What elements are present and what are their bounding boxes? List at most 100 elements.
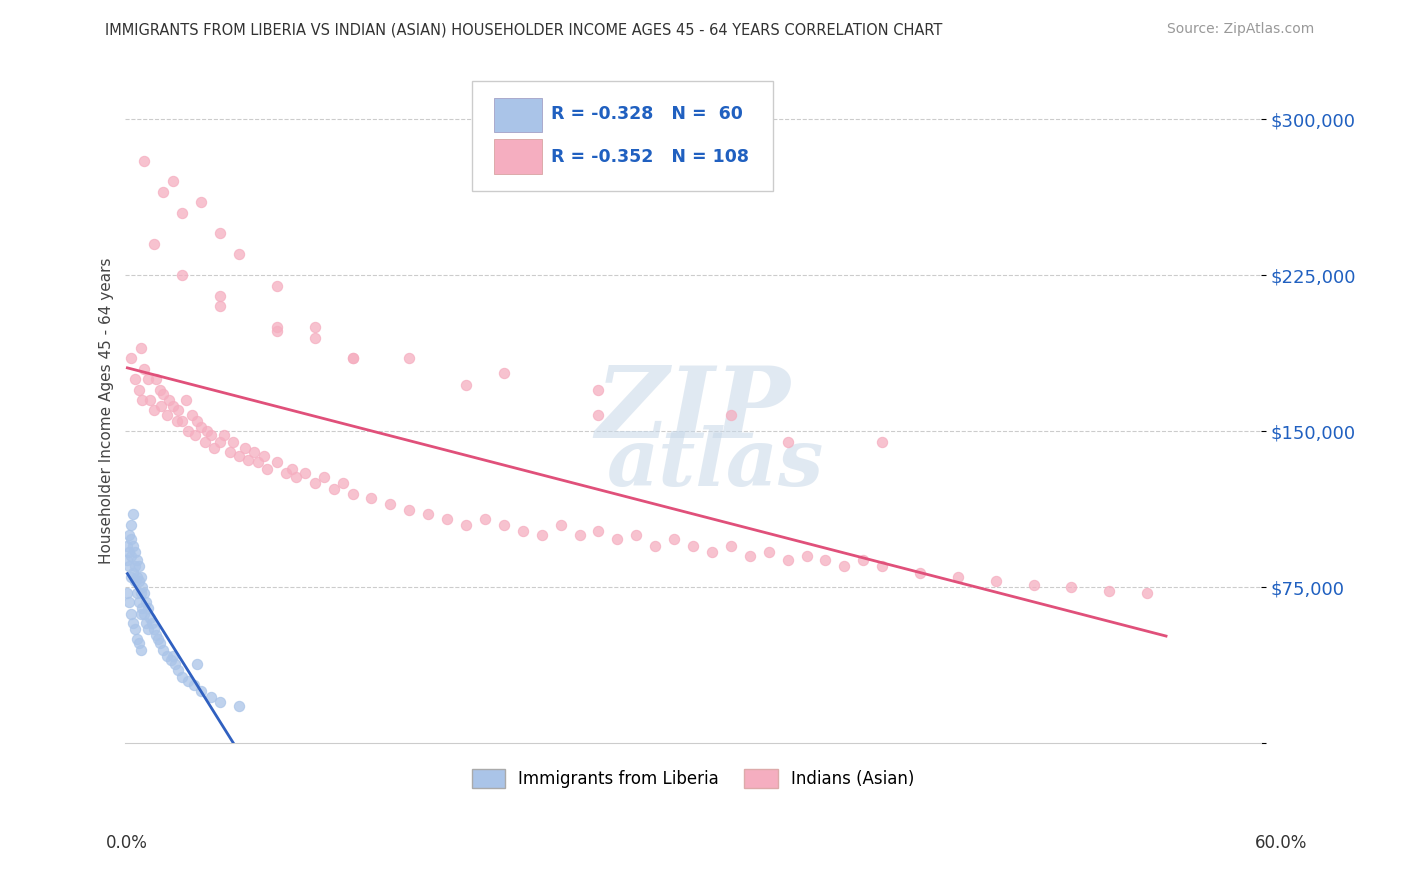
Point bbox=[162, 174, 184, 188]
Point bbox=[131, 601, 153, 615]
Legend: Immigrants from Liberia, Indians (Asian): Immigrants from Liberia, Indians (Asian) bbox=[465, 763, 921, 795]
Point bbox=[186, 657, 208, 672]
Point bbox=[776, 434, 799, 449]
Point bbox=[172, 414, 194, 428]
Point bbox=[870, 559, 893, 574]
Point bbox=[738, 549, 761, 563]
Point bbox=[342, 486, 364, 500]
Point bbox=[228, 449, 250, 463]
Point bbox=[124, 559, 146, 574]
Point bbox=[588, 383, 610, 397]
Point bbox=[120, 351, 142, 366]
Point bbox=[200, 428, 222, 442]
Point bbox=[946, 570, 969, 584]
Point bbox=[256, 461, 278, 475]
Point bbox=[870, 434, 893, 449]
Point bbox=[142, 236, 165, 251]
Point bbox=[120, 549, 142, 563]
Point bbox=[195, 424, 218, 438]
Text: ZIP: ZIP bbox=[596, 362, 790, 458]
Text: R = -0.328   N =  60: R = -0.328 N = 60 bbox=[551, 105, 742, 123]
Point bbox=[117, 553, 139, 567]
Point bbox=[129, 586, 152, 600]
Point bbox=[134, 153, 156, 168]
FancyBboxPatch shape bbox=[495, 139, 543, 174]
Point bbox=[243, 445, 266, 459]
Point bbox=[120, 533, 142, 547]
Text: Source: ZipAtlas.com: Source: ZipAtlas.com bbox=[1167, 22, 1315, 37]
Point bbox=[180, 408, 202, 422]
Point bbox=[129, 341, 152, 355]
Point bbox=[682, 539, 704, 553]
Point bbox=[128, 574, 150, 588]
Point bbox=[209, 695, 232, 709]
Text: IMMIGRANTS FROM LIBERIA VS INDIAN (ASIAN) HOUSEHOLDER INCOME AGES 45 - 64 YEARS : IMMIGRANTS FROM LIBERIA VS INDIAN (ASIAN… bbox=[105, 22, 943, 37]
Point bbox=[758, 545, 780, 559]
Point bbox=[134, 607, 156, 622]
Text: 0.0%: 0.0% bbox=[105, 834, 148, 852]
Point bbox=[177, 673, 200, 688]
Point bbox=[139, 611, 162, 625]
Text: atlas: atlas bbox=[607, 425, 824, 502]
Point bbox=[124, 372, 146, 386]
Point bbox=[160, 653, 183, 667]
Point bbox=[852, 553, 875, 567]
Point bbox=[118, 595, 141, 609]
Point bbox=[128, 383, 150, 397]
Point bbox=[304, 320, 326, 334]
Point bbox=[128, 636, 150, 650]
Point bbox=[908, 566, 931, 580]
Point bbox=[152, 386, 174, 401]
Point bbox=[148, 383, 170, 397]
Point bbox=[212, 428, 235, 442]
Point bbox=[266, 324, 288, 338]
Text: R = -0.352   N = 108: R = -0.352 N = 108 bbox=[551, 148, 749, 166]
Point bbox=[136, 622, 159, 636]
Point bbox=[418, 508, 440, 522]
Point bbox=[172, 205, 194, 219]
Point bbox=[512, 524, 534, 538]
Point bbox=[796, 549, 818, 563]
Point bbox=[281, 461, 304, 475]
Point bbox=[304, 330, 326, 344]
Point bbox=[266, 320, 288, 334]
Point bbox=[129, 607, 152, 622]
Point bbox=[118, 545, 141, 559]
Point bbox=[322, 483, 344, 497]
Point bbox=[184, 428, 207, 442]
Point bbox=[398, 351, 420, 366]
Point bbox=[157, 392, 180, 407]
Point bbox=[172, 268, 194, 282]
Point bbox=[568, 528, 591, 542]
Point bbox=[118, 528, 141, 542]
Point bbox=[135, 615, 157, 630]
Point bbox=[984, 574, 1007, 588]
Point bbox=[177, 424, 200, 438]
Point bbox=[314, 470, 336, 484]
Point bbox=[284, 470, 307, 484]
Point bbox=[122, 508, 145, 522]
Point bbox=[172, 670, 194, 684]
Point bbox=[342, 351, 364, 366]
Point bbox=[134, 361, 156, 376]
Point bbox=[136, 601, 159, 615]
Point bbox=[122, 539, 145, 553]
Point bbox=[194, 434, 217, 449]
Point bbox=[276, 466, 298, 480]
Point bbox=[202, 441, 225, 455]
Point bbox=[588, 408, 610, 422]
Point bbox=[492, 366, 515, 380]
Point bbox=[128, 595, 150, 609]
Point bbox=[124, 545, 146, 559]
Point bbox=[266, 278, 288, 293]
Point bbox=[167, 664, 190, 678]
Point bbox=[125, 586, 148, 600]
Point bbox=[720, 408, 742, 422]
FancyBboxPatch shape bbox=[471, 81, 772, 191]
Point bbox=[145, 372, 167, 386]
Point bbox=[148, 636, 170, 650]
Point bbox=[152, 642, 174, 657]
Point bbox=[163, 657, 186, 672]
Point bbox=[588, 524, 610, 538]
Point bbox=[304, 476, 326, 491]
